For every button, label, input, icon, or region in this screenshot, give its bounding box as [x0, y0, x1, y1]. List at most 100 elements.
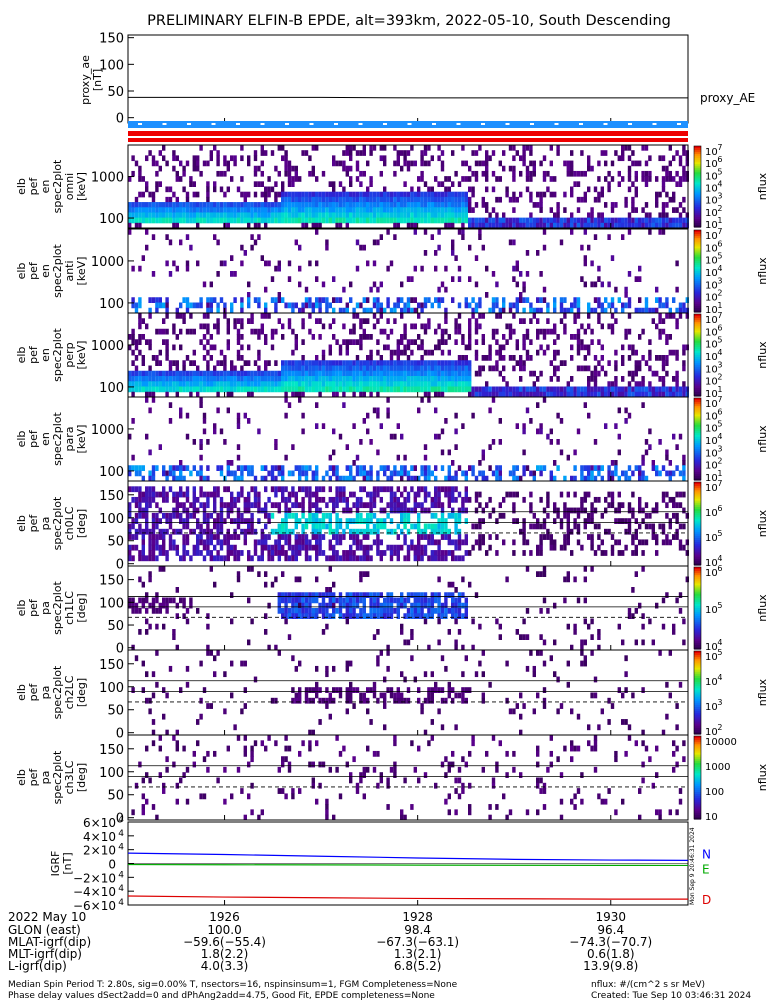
spectra-2-cell: [213, 234, 217, 240]
spectra-2-cell: [345, 302, 349, 309]
spectra-1-cell: [420, 170, 424, 177]
spectra-4-cell: [253, 475, 258, 482]
spectra-1-cell: [213, 181, 217, 187]
pitch-ch0-cell: [284, 518, 288, 524]
pitch-ch0-cell: [138, 550, 142, 556]
spectra-1-cell: [631, 150, 635, 156]
spectra-1-cell: [291, 165, 295, 172]
pitch-ch0-cell: [165, 491, 169, 498]
spectra-3-cell: [614, 349, 618, 356]
spectra-1-cell: [359, 196, 363, 203]
spectra-1-cell: [682, 217, 686, 224]
colorbar-cell-5: [694, 484, 701, 487]
spectra-1-cell: [369, 196, 373, 203]
pitch-ch0-cell: [539, 496, 543, 503]
spectra-4-cell: [573, 449, 577, 456]
spectra-3-cell: [376, 318, 380, 324]
colorbar-cell-3: [694, 336, 701, 340]
spectra-1-cell: [515, 196, 519, 203]
pitch-ch0-cell: [447, 502, 451, 509]
spectra-1-cell: [403, 155, 407, 162]
pitch-ch0-cell: [359, 518, 363, 524]
spectra-4-cell: [345, 475, 349, 482]
spectra-3-cell: [678, 313, 683, 319]
spectra-1-cell: [672, 196, 676, 203]
pitch-ch0-cell: [393, 550, 397, 556]
spectra-1-cell: [250, 212, 254, 219]
spectra-4-cell: [158, 444, 162, 450]
pitch-ch0-cell: [155, 512, 159, 519]
spectra-3-cell: [593, 381, 598, 387]
spectra-1-cell: [427, 186, 431, 193]
spectra-1-cell: [461, 196, 465, 203]
spectra-2-cell: [634, 276, 638, 282]
spectra-3-cell: [651, 318, 655, 324]
spectra-3-cell: [610, 313, 615, 319]
spectra-3-cell: [396, 349, 400, 356]
spectra-1-cell: [627, 155, 632, 162]
spectra-1-cell: [400, 202, 404, 208]
spectra-2-cell: [525, 250, 530, 256]
spectra-2-cell: [675, 260, 679, 267]
spectra-3-cell: [621, 391, 625, 398]
colorbar-cell-3: [694, 391, 701, 395]
spectra-4-cell: [168, 402, 173, 408]
spectra-4-cell: [199, 402, 203, 408]
spectra-4-cell: [352, 423, 356, 429]
spectra-3-cell: [209, 355, 213, 361]
spectra-4-cell: [386, 412, 390, 419]
pitch-ch0-cell: [372, 539, 377, 546]
spectra-1-cell: [542, 222, 547, 229]
pitch-ch0-cell: [128, 544, 132, 551]
spectra-3-cell: [216, 318, 220, 324]
spectra-3-cell: [383, 381, 387, 387]
spectra-3-cell: [267, 376, 271, 382]
ylabel-line-4-0: elb: [15, 431, 28, 448]
spectra-3-cell: [301, 360, 305, 366]
colorbar-tick-label-4: 10: [705, 461, 718, 472]
spectra-2-cell: [563, 297, 567, 303]
spectra-3-cell: [168, 360, 173, 366]
spectra-3-cell: [665, 339, 669, 345]
pitch-ch0-cell: [434, 555, 438, 562]
colorbar-cell-3: [694, 377, 701, 381]
pitch-ch0-cell: [230, 544, 234, 551]
spectra-3-cell: [257, 334, 261, 340]
pitch-ch1-cell: [264, 571, 268, 577]
spectra-3-cell: [318, 381, 322, 387]
spectra-1-cell: [321, 191, 326, 198]
pitch-ch0-cell: [655, 534, 659, 540]
spectra-1-cell: [230, 155, 234, 162]
colorbar-cell-2: [694, 293, 701, 297]
pitch-ch0-cell: [553, 518, 557, 524]
spectra-1-cell: [447, 212, 451, 219]
spectra-3-cell: [355, 381, 360, 387]
spectra-1-cell: [583, 222, 587, 229]
spectra-1-cell: [413, 212, 417, 219]
spectra-2-cell: [264, 302, 268, 309]
spectra-3-cell: [301, 376, 305, 382]
spectra-1-cell: [298, 196, 302, 203]
spectra-4-cell: [179, 465, 183, 471]
spectra-3-cell: [233, 381, 237, 387]
spectra-2-cell: [644, 297, 649, 303]
spectra-3-cell: [400, 386, 404, 393]
spectra-1-cell: [610, 160, 615, 167]
spectra-1-cell: [206, 196, 210, 203]
spectra-1-cell: [349, 202, 353, 208]
pitch-ch0-cell: [202, 539, 207, 546]
spectra-3-cell: [270, 344, 275, 351]
spectra-2-cell: [648, 229, 652, 235]
spectra-3-cell: [352, 365, 356, 372]
spectra-2-cell: [508, 302, 513, 309]
spectra-1-cell: [226, 160, 230, 167]
spectra-1-cell: [145, 217, 149, 224]
pitch-ch0-cell: [369, 518, 373, 524]
spectra-3-cell: [410, 370, 414, 377]
spectra-3-cell: [134, 355, 139, 361]
colorbar-cell-4: [694, 416, 701, 420]
spectra-3-cell: [410, 339, 414, 345]
colorbar-cell-5: [694, 504, 701, 508]
spectra-1-cell: [321, 212, 326, 219]
pitch-ch1-cell: [131, 597, 135, 604]
